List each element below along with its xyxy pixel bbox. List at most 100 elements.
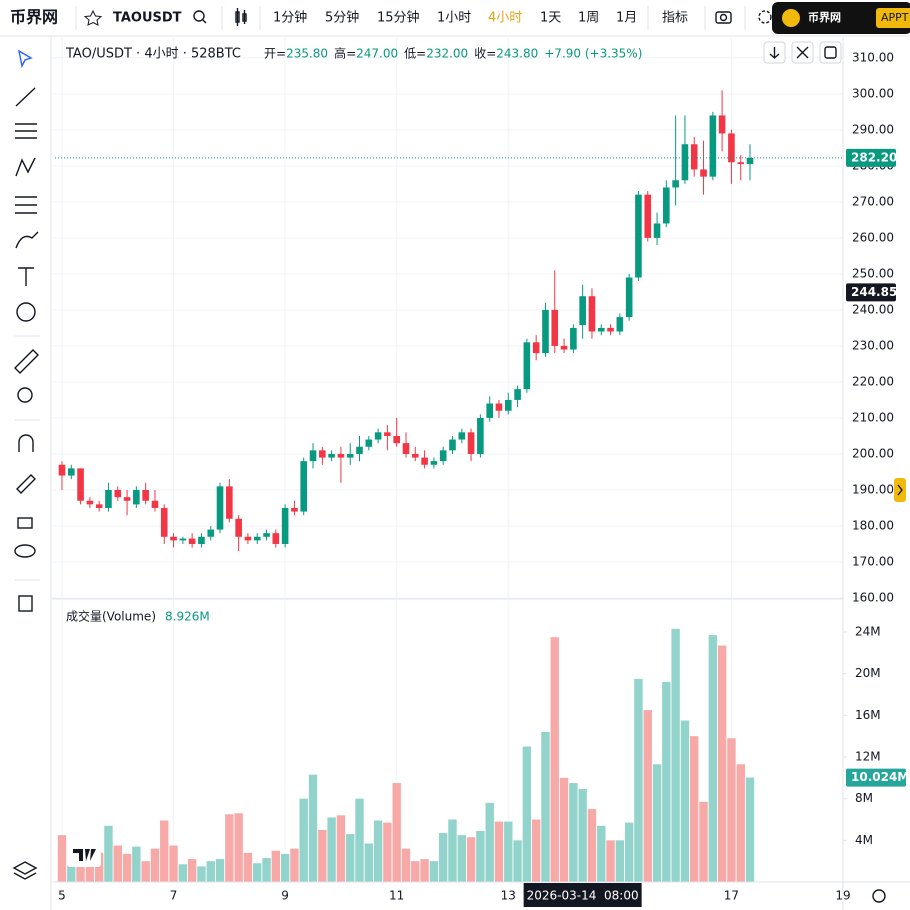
tv-logo-mark: [73, 849, 96, 861]
volume-bar: [494, 821, 504, 882]
candle-body: [309, 450, 317, 462]
magnet-tool[interactable]: [18, 434, 34, 452]
candle-body: [616, 317, 624, 332]
candle-body: [198, 536, 205, 544]
volume-bar: [606, 840, 615, 882]
candle-body: [597, 327, 605, 332]
volume-tag-box: [846, 768, 906, 787]
badge-text: 币界网: [808, 11, 841, 24]
interval-button[interactable]: 5分钟: [325, 10, 359, 26]
candle-body: [281, 507, 289, 544]
interval-button[interactable]: 1小时: [437, 11, 471, 26]
candle-body: [411, 453, 419, 458]
volume-bar: [578, 789, 587, 882]
y-tick-label: 270.00: [852, 194, 894, 208]
interval-button[interactable]: 1天: [540, 11, 561, 26]
app-button[interactable]: [876, 8, 910, 28]
search-icon[interactable]: [193, 10, 205, 22]
favorite-icon[interactable]: [83, 9, 103, 26]
ruler-tool[interactable]: [14, 349, 39, 374]
volume-bar: [717, 645, 727, 882]
cursor-tool[interactable]: [18, 49, 33, 69]
axis-settings-icon[interactable]: [872, 889, 886, 903]
volume-bar: [708, 635, 718, 882]
indicators-button[interactable]: 指标: [662, 11, 688, 26]
chart-type-icon[interactable]: [235, 8, 247, 26]
volume-bar: [587, 809, 597, 882]
hide-tool[interactable]: [14, 544, 36, 558]
crosshair-time-box: [523, 883, 642, 907]
candle-body: [700, 169, 707, 177]
candle-body: [328, 453, 335, 458]
y-tick-label: 230.00: [852, 338, 894, 352]
candle-body: [644, 194, 652, 238]
logo[interactable]: 币界网: [10, 8, 58, 27]
settings-button[interactable]: [819, 41, 842, 64]
y-tick-label: 300.00: [852, 86, 894, 100]
lock-tool[interactable]: [17, 517, 33, 529]
scroll-icon: [897, 484, 903, 496]
volume-bar: [671, 628, 680, 882]
price-tag-box: [846, 148, 896, 167]
brush-tool[interactable]: [15, 231, 39, 249]
y-tick-label: 240.00: [852, 302, 894, 316]
y-tick-label: 310.00: [852, 50, 894, 64]
legend-value: 247.00: [356, 47, 398, 61]
volume-bar: [187, 859, 197, 882]
candle-body: [67, 468, 75, 476]
volume-bar: [541, 731, 550, 882]
legend-value: 243.80: [496, 47, 538, 61]
interval-button[interactable]: 4小时: [488, 11, 522, 26]
crosshair-time: 2026-03-14 08:00: [527, 889, 639, 903]
zoom-tool[interactable]: [17, 387, 33, 403]
chart-title: TAO/USDT · 4小时 · 528BTC: [65, 47, 241, 62]
volume-bar: [178, 864, 188, 882]
volume-tick-label: 20M: [855, 666, 881, 680]
y-tick-label: 200.00: [852, 446, 894, 460]
candle-body: [449, 439, 456, 451]
symbol[interactable]: TAOUSDT: [113, 11, 182, 26]
interval-button[interactable]: 15分钟: [377, 10, 420, 26]
legend-label: 低=: [404, 47, 426, 61]
app-badge[interactable]: [772, 2, 910, 34]
fib-tool[interactable]: [15, 196, 37, 214]
layers-tool[interactable]: [12, 861, 38, 880]
volume-bar: [373, 820, 383, 882]
candle-body: [319, 450, 326, 458]
text-tool[interactable]: [18, 267, 34, 286]
channel-tool[interactable]: [15, 123, 37, 139]
volume-bar: [150, 848, 160, 882]
x-tick-label: 7: [170, 889, 178, 903]
scroll-button[interactable]: [894, 478, 906, 502]
interval-button[interactable]: 1周: [578, 11, 599, 26]
volume-bar: [624, 822, 634, 882]
interval-button[interactable]: 1分钟: [273, 10, 307, 26]
emoji-tool[interactable]: [16, 302, 36, 322]
x-tick-label: 5: [58, 889, 66, 903]
candle-body: [690, 144, 698, 170]
volume-bar: [531, 819, 541, 882]
volume-bar: [308, 774, 318, 882]
delete-tool[interactable]: [18, 595, 33, 612]
tv-logo[interactable]: [67, 843, 101, 867]
volume-bar: [569, 783, 578, 882]
volume-bar: [690, 736, 699, 882]
volume-bar: [104, 825, 113, 882]
arrow-icon: [769, 47, 780, 59]
settings-icon[interactable]: [758, 10, 772, 24]
screenshot-icon[interactable]: [715, 11, 732, 24]
x-tick-label: 13: [501, 889, 516, 903]
volume-bar: [299, 798, 308, 882]
interval-button[interactable]: 1月: [616, 11, 637, 26]
volume-bar: [160, 820, 169, 882]
volume-bar: [513, 840, 522, 882]
pattern-tool[interactable]: [15, 157, 36, 177]
volume-tick-label: 4M: [855, 833, 873, 847]
candle-body: [384, 432, 391, 436]
volume-bar: [597, 825, 606, 882]
legend-value: 232.00: [426, 47, 468, 61]
line-tool[interactable]: [15, 87, 36, 107]
lock-drawings-tool[interactable]: [16, 474, 36, 494]
candle-body: [607, 327, 614, 332]
volume-bar: [67, 855, 76, 882]
